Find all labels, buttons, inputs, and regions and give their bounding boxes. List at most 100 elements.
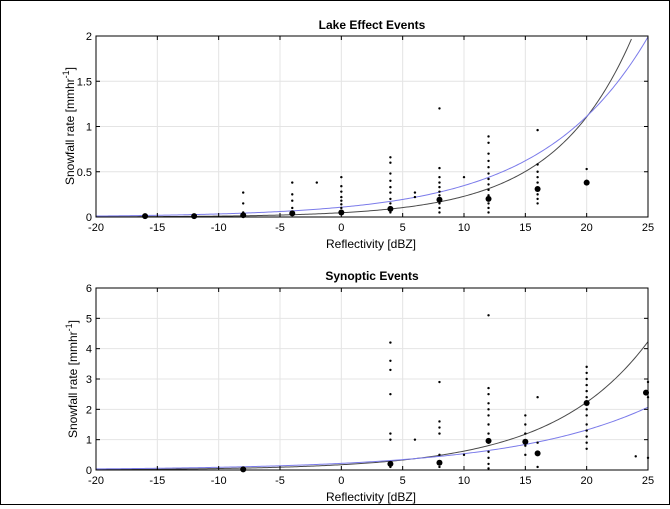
lake-effect-data-point [536,170,539,173]
synoptic-ylabel: Snowfall rate [mmhr-1] [64,320,80,438]
lake-effect-xtick-label: -10 [211,222,227,234]
lake-effect-data-point [340,206,343,210]
synoptic-data-point [487,462,490,466]
lake-effect-grid [95,35,649,218]
synoptic-data-point [487,314,490,317]
synoptic-data-point [524,444,527,447]
lake-effect-data-point [487,202,490,205]
lake-effect-xtick-label: 25 [642,222,654,234]
synoptic-ytick-label: 5 [86,313,92,325]
synoptic-mean-point [522,438,529,445]
synoptic-data-point [438,380,441,384]
synoptic-yticks: 0 1 2 3 4 5 6 [86,283,648,477]
lake-effect-data-point [487,188,490,192]
synoptic-data-point [389,359,392,362]
lake-effect-data-point [340,175,343,179]
lake-effect-yticks: 0 0.5 1 1.5 2 [77,31,648,224]
synoptic-means [240,389,649,473]
synoptic-fit-curve [95,406,649,470]
lake-effect-mean-point [387,205,394,212]
synoptic-data-point [585,423,588,426]
synoptic-data-point [536,441,539,444]
lake-effect-data-point [340,190,343,193]
synoptic-data-point [487,414,490,417]
lake-effect-data-point [536,202,539,205]
lake-effect-data-point [291,199,294,202]
synoptic-data-point [524,453,527,457]
lake-effect-xtick-label: -15 [149,222,165,234]
lake-effect-xtick-label: -20 [88,222,104,234]
lake-effect-data-point [487,152,490,155]
synoptic-data-point [585,435,588,438]
lake-effect-ytick-label: 1.5 [77,76,92,88]
synoptic-data-point [487,402,490,405]
synoptic-fit-curve [95,341,649,471]
lake-effect-data-point [242,191,245,194]
lake-effect-data-point [438,181,441,184]
synoptic-data-point [438,465,441,469]
lake-effect-data-point [487,194,490,197]
lake-effect-data-point [487,166,490,169]
lake-effect-data-point [389,211,392,214]
synoptic-mean-point [583,399,590,406]
lake-effect-data-point [389,191,392,194]
lake-effect-data-point [438,202,441,205]
synoptic-mean-point [240,466,247,473]
synoptic-title: Synoptic Events [325,269,419,283]
lake-effect-data-point [291,181,294,184]
lake-effect-data-point [413,191,417,194]
synoptic-xtick-label: 0 [338,475,344,487]
synoptic-xtick-label: -20 [88,475,104,487]
lake-effect-data-point [487,135,490,138]
lake-effect-mean-point [583,179,590,186]
synoptic-data-point [438,453,441,457]
synoptic-grid [95,287,649,471]
lake-effect-data-point [487,206,490,210]
lake-effect-fit-curve [95,38,632,218]
synoptic-xtick-label: 15 [519,475,531,487]
lake-effect-mean-point [289,210,296,217]
lake-effect-data-point [487,211,490,214]
lake-effect-data-point [438,194,441,197]
lake-effect-mean-point [534,185,541,192]
lake-effect-xtick-label: 0 [338,222,344,234]
lake-effect-data-point [536,163,539,166]
synoptic-data-point [487,392,490,396]
synoptic-data-point [585,365,588,369]
lake-effect-ytick-label: 0.5 [77,167,92,179]
synoptic-data-point [634,455,637,458]
lake-effect-data-point [389,202,392,205]
lake-effect-data-point [487,183,490,186]
lake-effect-title: Lake Effect Events [319,18,426,32]
synoptic-xtick-label: -10 [211,475,227,487]
synoptic-xlabel: Reflectivity [dBZ] [326,490,416,504]
lake-effect-data-point [462,175,466,179]
synoptic-points [389,314,650,470]
synoptic-mean-point [485,437,492,444]
synoptic-data-point [585,377,588,381]
lake-effect-mean-point [338,209,345,216]
lake-effect-xtick-label: 10 [458,222,470,234]
lake-effect-means [142,179,590,220]
lake-effect-data-point [340,203,343,206]
synoptic-xtick-label: 10 [458,475,470,487]
synoptic-data-point [462,453,466,457]
lake-effect-data-point [438,190,441,193]
lake-effect-data-point [438,211,441,214]
synoptic-data-point [438,432,441,435]
lake-effect-mean-point [485,195,492,202]
lake-effect-data-point [340,185,343,188]
synoptic-ytick-label: 4 [86,344,92,356]
lake-effect-data-point [315,181,318,184]
lake-effect-data-point [487,141,490,144]
lake-effect-fit-curve [95,36,649,217]
synoptic-mean-point [534,450,541,457]
lake-effect-data-point [487,159,490,163]
synoptic-ytick-label: 1 [86,435,92,447]
lake-effect-data-point [340,195,343,199]
synoptic-data-point [585,371,588,375]
synoptic-data-point [487,408,490,411]
synoptic-data-point [585,389,588,393]
lake-effect-ylabel: Snowfall rate [mmhr-1] [61,67,77,185]
synoptic-xtick-label: 5 [400,475,406,487]
